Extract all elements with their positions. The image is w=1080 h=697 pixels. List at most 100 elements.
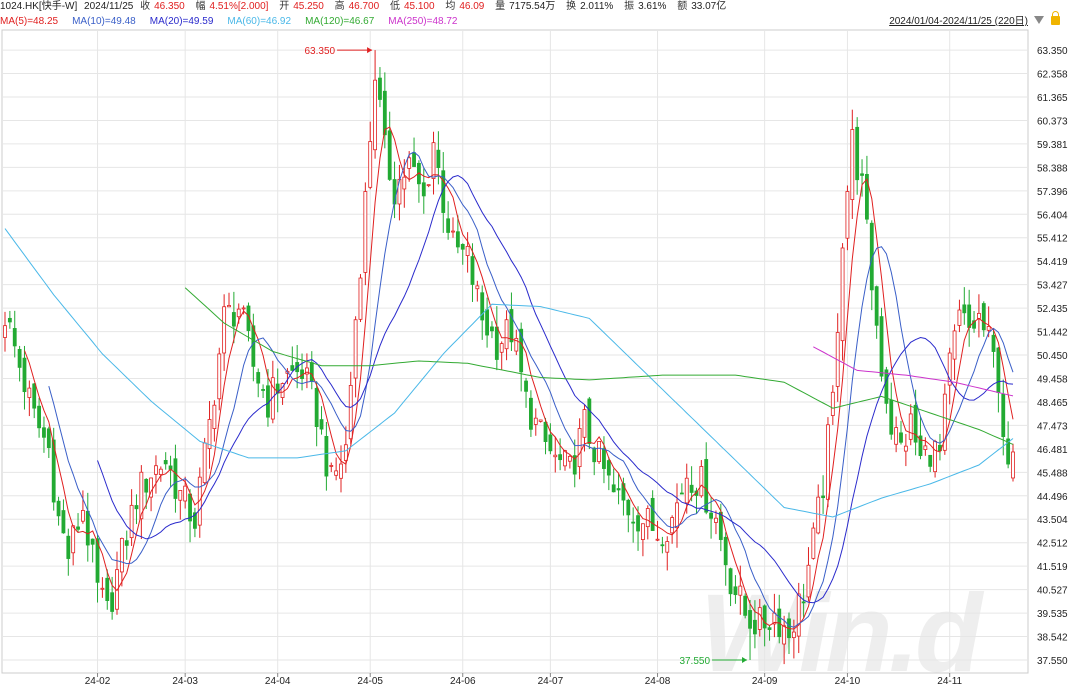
quote-date: 2024/11/25: [84, 1, 134, 12]
candle-body: [236, 308, 241, 318]
candle-body: [212, 404, 217, 429]
y-tick-label: 63.350: [1037, 46, 1068, 57]
candle-body: [27, 387, 32, 398]
candle-body: [37, 405, 41, 429]
candle-body: [124, 540, 129, 546]
candle-body: [158, 468, 163, 475]
candle-body: [173, 458, 178, 499]
y-tick-label: 52.435: [1037, 304, 1068, 315]
candle-body: [996, 347, 1001, 393]
candle-body: [217, 353, 222, 400]
candle-body: [845, 191, 850, 239]
candle-body: [733, 586, 738, 596]
candle-body: [553, 454, 558, 458]
candle-body: [305, 367, 309, 375]
candle-body: [222, 306, 227, 354]
candle-body: [869, 222, 874, 291]
candle-body: [933, 440, 937, 473]
volume-value: 7175.54万: [509, 1, 556, 12]
candle-body: [762, 605, 767, 629]
amount-label: 额: [677, 1, 688, 12]
candle-body: [714, 517, 718, 523]
candle-body: [567, 455, 572, 462]
candle-body: [675, 502, 679, 529]
candle-body: [986, 326, 991, 331]
watermark: Win.d: [700, 572, 982, 695]
candle-body: [12, 328, 17, 347]
candle-body: [543, 421, 548, 442]
candle-body: [855, 126, 860, 181]
x-tick-label: 24-02: [85, 676, 111, 687]
candle-body: [957, 309, 962, 326]
candle-body: [743, 595, 748, 616]
ma5-line: [24, 126, 1014, 630]
candle-body: [451, 230, 455, 233]
candle-body: [757, 607, 762, 630]
candle-body: [129, 504, 134, 539]
candle-body: [61, 510, 66, 534]
candle-body: [889, 399, 894, 435]
candle-body: [275, 383, 280, 394]
y-tick-label: 59.381: [1037, 140, 1068, 151]
x-tick-label: 24-11: [937, 676, 962, 687]
candle-body: [723, 536, 728, 566]
plot-frame: [1, 29, 1029, 674]
candle-body: [519, 328, 524, 373]
candle-body: [811, 527, 816, 559]
candle-body: [709, 512, 713, 519]
y-tick-label: 53.427: [1037, 281, 1068, 292]
lock-icon[interactable]: [1051, 11, 1060, 25]
y-tick-label: 48.465: [1037, 398, 1068, 409]
candle-body: [801, 601, 806, 604]
candle-body: [660, 544, 665, 547]
ma10-line: [48, 151, 1014, 628]
y-tick-label: 51.442: [1037, 328, 1068, 339]
candle-body: [748, 610, 752, 629]
open-label: 开: [279, 1, 290, 12]
candle-body: [76, 526, 80, 530]
candle-body: [119, 538, 124, 573]
x-tick-label: 24-03: [172, 676, 198, 687]
candle-body: [592, 447, 597, 463]
ma20-line: [97, 174, 1014, 604]
y-tick-label: 57.396: [1037, 187, 1068, 198]
candle-body: [368, 141, 373, 188]
candle-body: [290, 365, 295, 371]
candle-body: [436, 149, 441, 168]
candle-body: [71, 525, 76, 554]
candle-body: [582, 409, 587, 438]
y-tick-label: 62.358: [1037, 70, 1068, 81]
candle-body: [139, 471, 144, 520]
candle-body: [942, 393, 947, 451]
close-label: 收: [140, 1, 151, 12]
candle-body: [231, 312, 236, 327]
candle-body: [631, 521, 636, 524]
candle-body: [699, 466, 704, 497]
candle-body: [524, 380, 528, 392]
candle-body: [796, 593, 801, 637]
ma120-line: [184, 287, 1014, 445]
candle-body: [514, 337, 519, 352]
candle-body: [412, 152, 416, 167]
candle-body: [251, 325, 256, 367]
candle-body: [641, 523, 645, 540]
candle-body: [894, 427, 899, 445]
candle-body: [324, 435, 329, 477]
candle-body: [645, 508, 650, 528]
high-label: 高: [334, 1, 345, 12]
candle-body: [426, 184, 431, 187]
candle-body: [363, 191, 368, 273]
candle-body: [563, 450, 567, 467]
date-range-selector[interactable]: 2024/01/04-2024/11/25 (220日): [889, 16, 1028, 27]
x-tick-label: 24-04: [265, 676, 291, 687]
candle-body: [17, 349, 22, 368]
candle-body: [981, 303, 986, 331]
ma-legend-item: MA(250)=48.72: [388, 16, 458, 27]
change-label: 幅: [195, 1, 206, 12]
candle-body: [1001, 393, 1006, 438]
caret-down-icon[interactable]: [1034, 16, 1044, 24]
candle-body: [81, 510, 85, 522]
candle-body: [908, 413, 913, 440]
x-tick-label: 24-07: [538, 676, 564, 687]
turnover-label: 换: [566, 1, 577, 12]
